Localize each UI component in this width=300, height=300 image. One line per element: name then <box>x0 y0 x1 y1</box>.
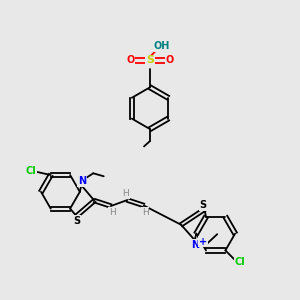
Text: S: S <box>73 216 80 226</box>
Text: +: + <box>199 237 207 247</box>
Text: N: N <box>191 240 199 250</box>
Text: OH: OH <box>154 41 170 51</box>
Text: S: S <box>146 56 154 65</box>
Text: N: N <box>78 176 86 186</box>
Text: O: O <box>165 56 173 65</box>
Text: Cl: Cl <box>25 166 36 176</box>
Text: H: H <box>142 208 148 217</box>
Text: H: H <box>109 208 116 217</box>
Text: H: H <box>122 189 129 198</box>
Text: Cl: Cl <box>235 257 246 267</box>
Text: S: S <box>200 200 207 210</box>
Text: O: O <box>127 56 135 65</box>
